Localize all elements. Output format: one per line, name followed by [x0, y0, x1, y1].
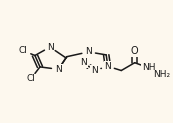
Text: N: N [91, 66, 98, 75]
Text: Cl: Cl [26, 74, 35, 83]
Text: NH: NH [142, 63, 155, 72]
Text: Cl: Cl [19, 46, 28, 55]
Text: N: N [55, 65, 62, 74]
Text: NH₂: NH₂ [153, 70, 170, 79]
Text: O: O [131, 46, 139, 56]
Text: N: N [80, 58, 87, 67]
Text: N: N [104, 62, 111, 71]
Text: N: N [47, 43, 53, 52]
Text: N: N [85, 47, 92, 56]
